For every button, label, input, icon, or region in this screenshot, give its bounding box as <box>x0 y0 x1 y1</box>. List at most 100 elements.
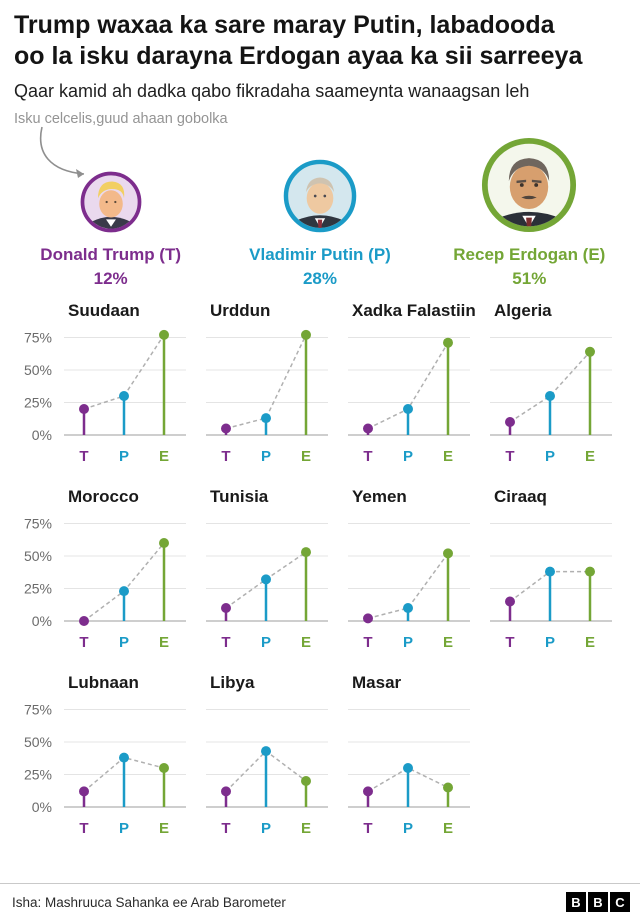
leader-trump: Donald Trump (T) 12% <box>6 129 215 289</box>
svg-text:P: P <box>403 634 413 651</box>
svg-text:T: T <box>79 820 88 837</box>
bbc-logo: B B C <box>566 892 630 912</box>
svg-text:T: T <box>221 634 230 651</box>
svg-text:25%: 25% <box>24 580 52 596</box>
country-label: Masar <box>352 672 402 692</box>
leader-erdogan: Recep Erdogan (E) 51% <box>425 129 634 289</box>
svg-text:P: P <box>403 448 413 465</box>
svg-text:E: E <box>301 820 311 837</box>
charts-grid: 75% 50% 25% 0% Suudaan T P E Urddun T P E Xadka Fala… <box>0 289 640 859</box>
chart-row: 75% 50% 25% 0% Morocco T P E Tunisia T P E Yemen T P E C… <box>12 487 630 659</box>
svg-text:T: T <box>363 634 372 651</box>
header: Trump waxaa ka sare maray Putin, labadoo… <box>0 0 640 127</box>
country-label: Ciraaq <box>494 486 547 506</box>
country-chart: Morocco T P E <box>58 487 190 659</box>
svg-text:P: P <box>545 634 555 651</box>
svg-text:E: E <box>443 820 453 837</box>
trump-percentage: 12% <box>93 268 128 288</box>
svg-text:T: T <box>363 820 372 837</box>
svg-text:P: P <box>261 634 271 651</box>
subtitle: Qaar kamid ah dadka qabo fikradaha saame… <box>14 81 530 101</box>
svg-text:0%: 0% <box>32 427 52 443</box>
svg-text:75%: 75% <box>24 515 52 531</box>
country-chart: Suudaan T P E <box>58 301 190 473</box>
svg-text:P: P <box>119 448 129 465</box>
annotation-arrow-icon <box>34 125 98 183</box>
title-line-1: Trump waxaa ka sare maray Putin, labadoo… <box>14 11 555 39</box>
svg-text:50%: 50% <box>24 362 52 378</box>
country-label: Lubnaan <box>68 672 139 692</box>
svg-text:T: T <box>79 448 88 465</box>
svg-text:E: E <box>443 448 453 465</box>
chart-row: 75% 50% 25% 0% Suudaan T P E Urddun T P E Xadka Fala… <box>12 301 630 473</box>
svg-text:75%: 75% <box>24 329 52 345</box>
svg-text:P: P <box>261 820 271 837</box>
country-label: Libya <box>210 672 255 692</box>
page-title: Trump waxaa ka sare maray Putin, labadoo… <box>14 10 626 71</box>
svg-text:T: T <box>221 448 230 465</box>
trump-name: Donald Trump (T) <box>40 244 182 264</box>
bbc-logo-block: B <box>588 892 608 912</box>
svg-text:75%: 75% <box>24 701 52 717</box>
svg-text:50%: 50% <box>24 734 52 750</box>
title-line-2: oo la isku darayna Erdogan ayaa ka sii s… <box>14 41 583 70</box>
leader-putin: Vladimir Putin (P) 28% <box>215 129 424 289</box>
svg-text:T: T <box>505 448 514 465</box>
svg-text:50%: 50% <box>24 548 52 564</box>
chart-row: 75% 50% 25% 0% Lubnaan T P E Libya T P E Masar T P E <box>12 673 630 845</box>
bbc-logo-block: B <box>566 892 586 912</box>
country-label: Xadka Falastiin <box>352 300 476 320</box>
svg-text:P: P <box>261 448 271 465</box>
country-label: Yemen <box>352 486 407 506</box>
source-text: Isha: Mashruuca Sahanka ee Arab Baromete… <box>12 894 286 910</box>
svg-text:0%: 0% <box>32 613 52 629</box>
svg-text:25%: 25% <box>24 766 52 782</box>
country-chart: Ciraaq T P E <box>484 487 616 659</box>
country-chart: Lubnaan T P E <box>58 673 190 845</box>
leaders-row: Donald Trump (T) 12% <box>0 126 640 289</box>
svg-text:T: T <box>363 448 372 465</box>
svg-text:T: T <box>221 820 230 837</box>
svg-text:E: E <box>585 448 595 465</box>
svg-text:25%: 25% <box>24 394 52 410</box>
svg-text:E: E <box>301 448 311 465</box>
country-label: Algeria <box>494 300 552 320</box>
country-chart: Tunisia T P E <box>200 487 332 659</box>
country-chart: Libya T P E <box>200 673 332 845</box>
y-axis-labels: 75% 50% 25% 0% <box>12 301 58 473</box>
bbc-logo-block: C <box>610 892 630 912</box>
svg-text:T: T <box>79 634 88 651</box>
country-chart: Yemen T P E <box>342 487 474 659</box>
country-label: Urddun <box>210 300 271 320</box>
svg-text:E: E <box>159 634 169 651</box>
svg-text:E: E <box>301 634 311 651</box>
country-chart: Algeria T P E <box>484 301 616 473</box>
svg-text:E: E <box>159 820 169 837</box>
svg-text:E: E <box>585 634 595 651</box>
country-chart: Xadka Falastiin T P E <box>342 300 476 473</box>
svg-text:P: P <box>545 448 555 465</box>
svg-text:E: E <box>159 448 169 465</box>
y-axis-labels: 75% 50% 25% 0% <box>12 673 58 845</box>
trump-avatar <box>80 129 142 233</box>
svg-text:T: T <box>505 634 514 651</box>
country-label: Morocco <box>68 486 139 506</box>
putin-percentage: 28% <box>302 268 337 288</box>
svg-text:P: P <box>403 820 413 837</box>
erdogan-percentage: 51% <box>512 268 547 288</box>
putin-avatar <box>283 129 357 233</box>
country-chart: Masar T P E <box>342 673 474 845</box>
y-axis-labels: 75% 50% 25% 0% <box>12 487 58 659</box>
putin-name: Vladimir Putin (P) <box>249 244 391 264</box>
svg-text:E: E <box>443 634 453 651</box>
